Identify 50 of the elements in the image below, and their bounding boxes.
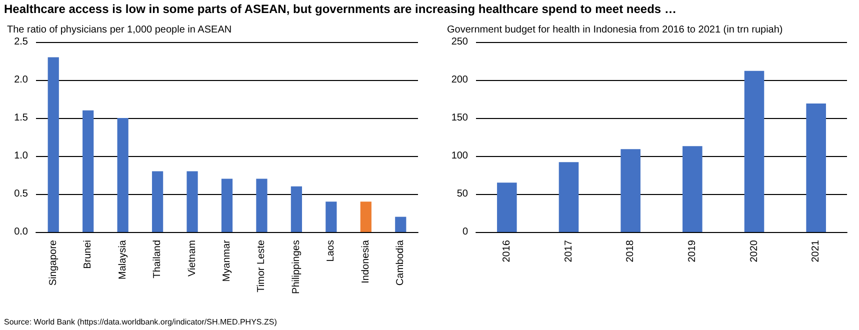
bar xyxy=(117,118,128,232)
bar xyxy=(82,110,94,232)
x-tick-label: 2018 xyxy=(625,240,636,262)
source-note: Source: World Bank (https://data.worldbank.org/indicator/SH.MED.PHYS.ZS) xyxy=(4,318,278,326)
x-tick-label: 2021 xyxy=(810,240,822,262)
y-tick-label: 2.5 xyxy=(14,36,28,48)
y-tick-label: 0 xyxy=(462,226,468,238)
x-tick-label: 2020 xyxy=(748,240,760,262)
bar xyxy=(558,162,579,232)
x-tick-label: Singapore xyxy=(48,240,59,286)
bar xyxy=(744,70,764,232)
x-tick-label: Indonesia xyxy=(360,240,372,284)
x-tick-label: Timor Leste xyxy=(256,240,268,292)
bar xyxy=(360,202,372,232)
x-tick-label: Laos xyxy=(326,240,337,262)
x-tick-label: Myanmar xyxy=(222,239,232,282)
bar xyxy=(806,104,826,232)
bar xyxy=(256,178,268,232)
bar xyxy=(497,182,517,232)
chart-subtitle: The ratio of physicians per 1,000 people in ASEAN xyxy=(7,24,232,36)
y-tick-label: 1.0 xyxy=(14,150,28,162)
y-tick-label: 0.5 xyxy=(14,188,28,200)
y-tick-label: 1.5 xyxy=(14,112,28,124)
x-tick-label: Brunei xyxy=(82,240,94,269)
x-tick-label: 2017 xyxy=(563,240,574,262)
y-tick-label: 0.0 xyxy=(14,226,28,238)
bar xyxy=(620,149,640,232)
chart-subtitle: Government budget for health in Indonesia from 2016 to 2021 (in trn rupiah) xyxy=(447,24,783,36)
x-tick-label: 2016 xyxy=(501,240,512,262)
bar xyxy=(186,171,198,232)
x-tick-label: Philippinges xyxy=(290,240,302,294)
bar xyxy=(395,216,406,232)
y-tick-label: 2.0 xyxy=(14,74,28,86)
y-tick-label: 200 xyxy=(451,74,468,86)
bar xyxy=(152,171,164,232)
bar xyxy=(682,146,702,232)
bar xyxy=(48,57,59,232)
x-tick-label: Malaysia xyxy=(117,240,128,280)
bar xyxy=(221,178,233,232)
x-tick-label: Vietnam xyxy=(186,240,198,277)
x-tick-label: 2019 xyxy=(686,240,698,262)
bar xyxy=(326,202,337,232)
x-tick-label: Thailand xyxy=(152,240,164,278)
y-tick-label: 50 xyxy=(456,188,468,200)
y-tick-label: 250 xyxy=(451,36,468,48)
y-tick-label: 150 xyxy=(451,112,468,124)
y-tick-label: 100 xyxy=(451,150,468,162)
x-tick-label: Cambodia xyxy=(395,240,406,286)
bar xyxy=(290,186,302,232)
chart-title: Healthcare access is low in some parts of ASEAN, but governments are increasing healthcare spend to meet needs … xyxy=(4,2,676,16)
